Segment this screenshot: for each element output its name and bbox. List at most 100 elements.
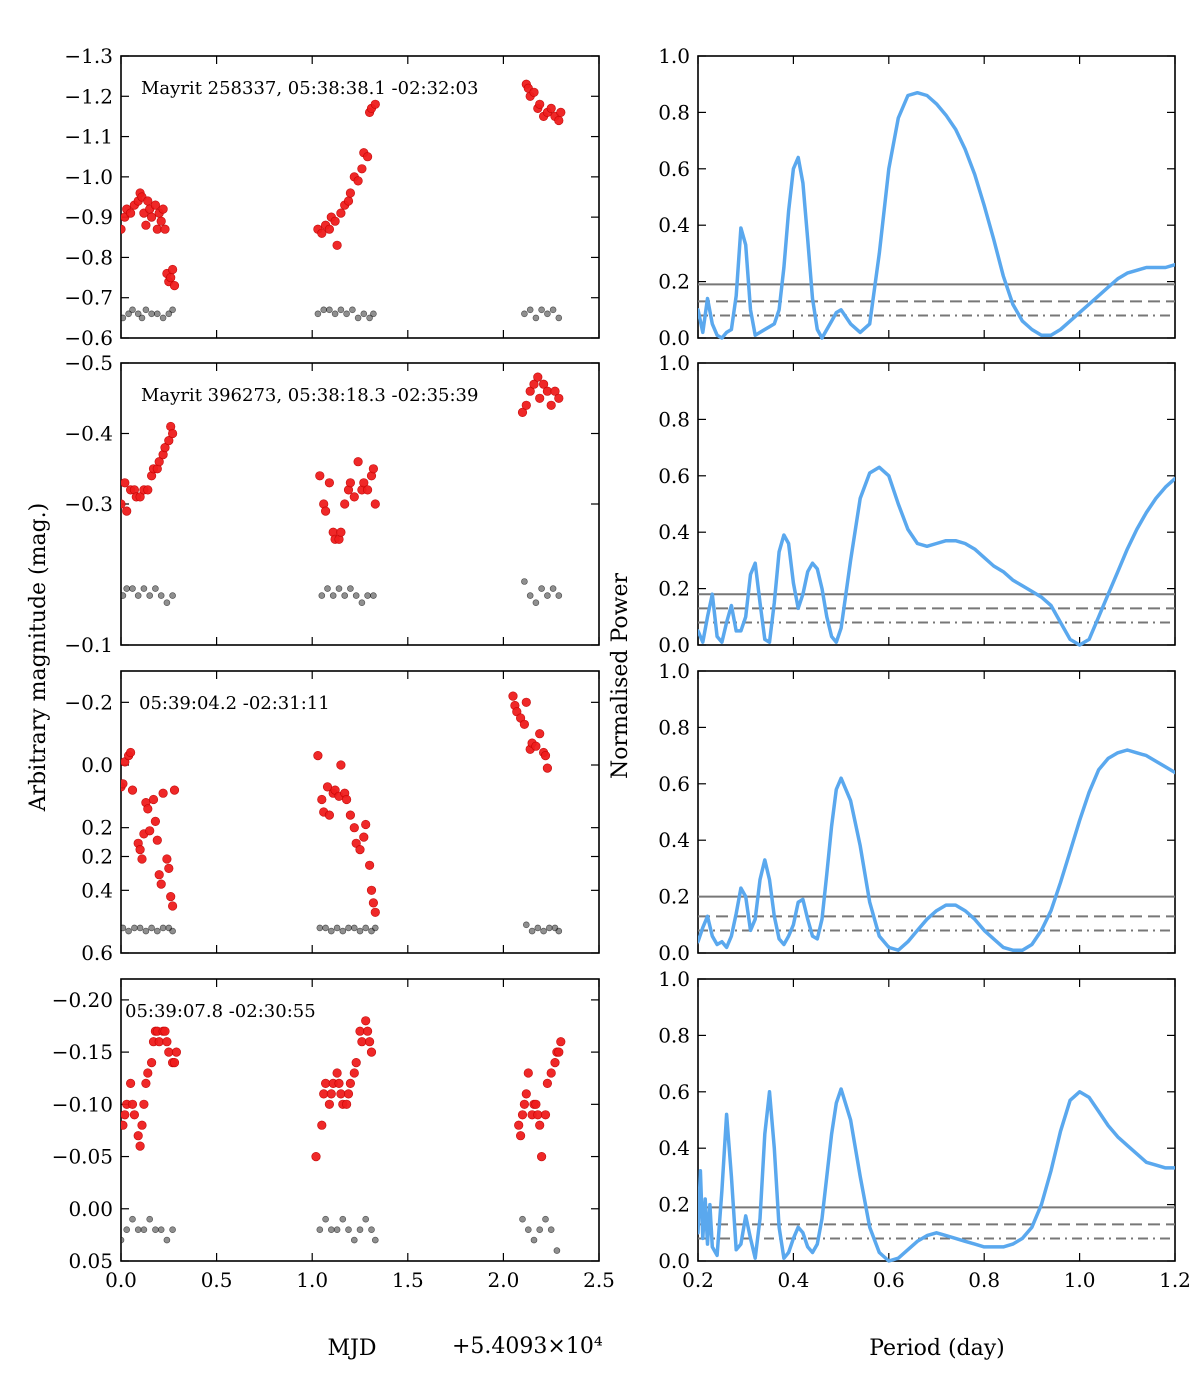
target-star-point (554, 1047, 564, 1057)
target-star-point (368, 464, 379, 474)
target-star-point (148, 794, 159, 805)
periodogram-2-y-tick-label: 0.0 (658, 633, 690, 657)
light-curve-3-y-tick-label: −0.2 (64, 690, 113, 714)
target-star-point (141, 220, 151, 230)
target-star-point (152, 835, 162, 845)
target-star-point (160, 443, 170, 453)
periodogram-4-y-tick-label: 0.4 (658, 1136, 690, 1160)
target-star-point (542, 1078, 553, 1088)
target-star-point (169, 785, 180, 795)
target-star-point (126, 208, 136, 218)
comparison-star-point (345, 1226, 352, 1233)
target-star-point (542, 763, 553, 773)
comparison-star-point (314, 310, 322, 318)
comparison-star-point (366, 314, 373, 322)
target-star-point (160, 224, 170, 234)
comparison-star-point (530, 1236, 538, 1244)
light-curve-1-y-tick-label: −1.1 (64, 125, 113, 149)
target-star-point (162, 854, 172, 864)
target-star-point (168, 428, 178, 439)
periodogram-2-y-tick-label: 0.2 (658, 577, 690, 601)
target-star-point (143, 196, 153, 206)
comparison-star-point (136, 924, 144, 932)
target-star-point (154, 457, 164, 467)
target-star-point (169, 1057, 180, 1068)
target-star-point (171, 1047, 181, 1057)
periodogram-4-x-tick-label: 1.0 (1064, 1268, 1096, 1292)
target-star-point (535, 1120, 545, 1130)
target-star-point (366, 885, 377, 895)
periodogram-4-y-tick-label: 1.0 (658, 967, 690, 991)
comparison-star-point (538, 585, 545, 592)
right-y-axis-title: Normalised Power (608, 573, 633, 779)
light-curve-2-y-tick-label: −0.5 (64, 351, 113, 375)
comparison-star-point (148, 310, 155, 318)
target-star-point (535, 99, 545, 109)
comparison-star-point (341, 592, 349, 599)
comparison-star-point (555, 927, 563, 935)
periodogram-1-y-tick-label: 0.6 (658, 157, 690, 181)
comparison-star-point (125, 310, 132, 318)
target-star-point (519, 1099, 530, 1109)
periodogram-3-y-tick-label: 1.0 (658, 659, 690, 683)
target-star-point (122, 506, 132, 516)
comparison-star-point (521, 578, 528, 585)
comparison-star-point (339, 927, 347, 935)
periodogram-curve (698, 748, 1175, 952)
target-star-point (332, 1068, 342, 1078)
comparison-star-point (148, 924, 155, 932)
comparison-star-point (553, 1247, 561, 1254)
target-star-point (363, 152, 373, 162)
target-star-point (147, 1057, 157, 1068)
target-star-point (546, 400, 556, 410)
periodogram-1-frame (697, 55, 1176, 339)
periodogram-2-y-tick-label: 0.6 (658, 464, 690, 488)
target-star-point (336, 527, 346, 537)
target-star-point (135, 492, 145, 502)
periodogram-1-y-tick-label: 0.2 (658, 270, 690, 294)
target-star-point (143, 485, 153, 495)
comparison-star-point (345, 924, 352, 932)
target-star-point (143, 1068, 153, 1078)
comparison-star-point (123, 585, 130, 592)
comparison-star-point (555, 592, 563, 599)
target-star-point (158, 788, 168, 798)
comparison-star-point (140, 585, 148, 592)
target-star-point (330, 216, 340, 226)
light-curve-4-x-tick-label: 2.0 (487, 1268, 519, 1292)
periodogram-2-frame (697, 362, 1176, 646)
target-star-point (538, 379, 549, 389)
periodogram-4-y-tick-label: 0.0 (658, 1249, 690, 1273)
target-star-point (169, 281, 180, 291)
light-curve-1-y-tick-label: −1.2 (64, 84, 113, 108)
comparison-star-point (532, 599, 540, 607)
target-star-point (349, 492, 359, 502)
target-star-point (121, 478, 130, 488)
target-star-point (345, 478, 356, 488)
comparison-star-point (349, 306, 356, 314)
target-star-point (332, 240, 342, 250)
light-curve-1-y-tick-label: −1.3 (64, 44, 113, 68)
target-star-point (540, 1110, 551, 1120)
target-star-point (162, 1037, 172, 1047)
target-star-point (137, 854, 147, 864)
light-curve-1-y-tick-label: −1.0 (64, 165, 113, 189)
target-star-point (121, 224, 126, 234)
periodogram-4-y-tick-label: 0.8 (658, 1023, 690, 1047)
comparison-star-point (154, 927, 161, 935)
target-star-point (529, 87, 539, 97)
target-star-point (357, 164, 367, 174)
light-curve-1-annotation: Mayrit 258337, 05:38:38.1 -02:32:03 (141, 78, 478, 99)
target-star-point (361, 1016, 371, 1026)
periodogram-2-y-tick-label: 1.0 (658, 351, 690, 375)
comparison-star-point (371, 924, 379, 932)
comparison-star-point (337, 306, 345, 314)
target-star-point (152, 224, 162, 234)
light-curve-4-y-tick-label: 0.05 (68, 1249, 113, 1273)
periodogram-4: 0.2 0.4 0.6 0.8 1.0 1.20.00.20.40.60.81.0 (658, 967, 1191, 1292)
target-star-point (139, 1099, 149, 1109)
target-star-point (349, 1068, 359, 1078)
light-curve-1-y-tick-label: −0.7 (64, 286, 113, 310)
target-star-point (517, 407, 528, 418)
target-star-point (343, 196, 354, 206)
